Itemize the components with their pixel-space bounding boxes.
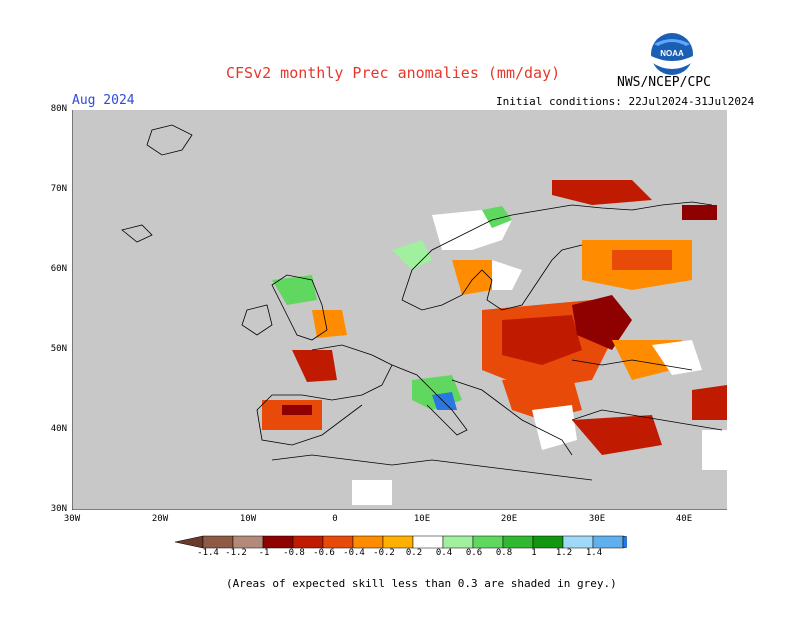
lat-label: 70N bbox=[50, 184, 67, 194]
lon-label: 40E bbox=[675, 514, 693, 524]
colorbar-label: -1.2 bbox=[225, 548, 247, 558]
colorbar-swatch bbox=[262, 535, 294, 549]
colorbar-label: 0.4 bbox=[435, 548, 453, 558]
lon-label: 20W bbox=[151, 514, 169, 524]
colorbar-label: -0.2 bbox=[373, 548, 395, 558]
colorbar-label: 1 bbox=[531, 548, 537, 558]
colorbar bbox=[175, 535, 627, 549]
colorbar-label: -0.6 bbox=[313, 548, 335, 558]
colorbar-swatch bbox=[322, 535, 354, 549]
colorbar-label: -1 bbox=[258, 548, 270, 558]
colorbar-swatch bbox=[502, 535, 534, 549]
noaa-logo-icon: NOAA bbox=[651, 33, 693, 75]
colorbar-swatch bbox=[472, 535, 504, 549]
colorbar-label: 0.2 bbox=[405, 548, 423, 558]
colorbar-label: -1.4 bbox=[197, 548, 219, 558]
lat-label: 60N bbox=[50, 264, 67, 274]
lon-label: 30E bbox=[588, 514, 606, 524]
initial-conditions: Initial conditions: 22Jul2024-31Jul2024 bbox=[496, 95, 755, 108]
colorbar-swatch bbox=[562, 535, 594, 549]
colorbar-label: -0.4 bbox=[343, 548, 365, 558]
skill-footnote: (Areas of expected skill less than 0.3 a… bbox=[226, 577, 617, 590]
lon-label: 0 bbox=[332, 514, 338, 524]
lon-label: 10E bbox=[413, 514, 431, 524]
colorbar-swatch bbox=[532, 535, 564, 549]
anomaly-patches bbox=[262, 180, 727, 505]
agency-label: NWS/NCEP/CPC bbox=[617, 75, 711, 90]
colorbar-label: -0.8 bbox=[283, 548, 305, 558]
lon-label: 10W bbox=[239, 514, 257, 524]
colorbar-label: 1.2 bbox=[555, 548, 573, 558]
lat-label: 80N bbox=[50, 104, 67, 114]
lat-label: 40N bbox=[50, 424, 67, 434]
forecast-month: Aug 2024 bbox=[72, 93, 135, 108]
precipitation-map bbox=[72, 110, 727, 510]
colorbar-swatch bbox=[412, 535, 444, 549]
colorbar-label: 1.4 bbox=[585, 548, 603, 558]
colorbar-swatch bbox=[292, 535, 324, 549]
lon-label: 30W bbox=[63, 514, 81, 524]
map-title: CFSv2 monthly Prec anomalies (mm/day) bbox=[226, 64, 561, 82]
colorbar-arrow-left bbox=[175, 535, 204, 549]
colorbar-label: 0.8 bbox=[495, 548, 513, 558]
lat-label: 30N bbox=[50, 504, 67, 514]
colorbar-swatch bbox=[442, 535, 474, 549]
colorbar-swatch bbox=[382, 535, 414, 549]
colorbar-swatch bbox=[352, 535, 384, 549]
colorbar-swatch bbox=[232, 535, 264, 549]
svg-text:NOAA: NOAA bbox=[660, 49, 684, 58]
coastlines bbox=[121, 124, 723, 481]
colorbar-swatch bbox=[592, 535, 624, 549]
lat-label: 50N bbox=[50, 344, 67, 354]
colorbar-swatch bbox=[202, 535, 234, 549]
colorbar-label: 0.6 bbox=[465, 548, 483, 558]
lon-label: 20E bbox=[500, 514, 518, 524]
colorbar-arrow-right bbox=[622, 535, 627, 549]
